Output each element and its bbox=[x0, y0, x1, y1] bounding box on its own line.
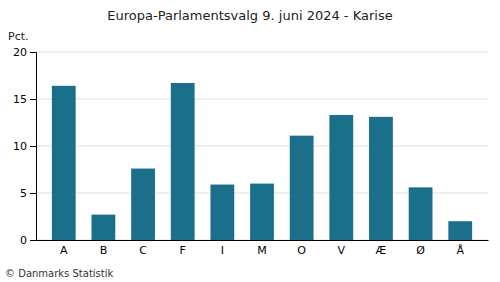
tick: I bbox=[221, 244, 224, 257]
tick: V bbox=[338, 244, 346, 257]
tick: Æ bbox=[376, 244, 387, 257]
bar bbox=[171, 83, 195, 240]
bar bbox=[250, 184, 274, 240]
tick: Å bbox=[456, 244, 464, 257]
bar bbox=[329, 115, 353, 240]
tick-label: F bbox=[180, 244, 186, 257]
tick: M bbox=[257, 244, 267, 257]
tick-mark bbox=[30, 52, 36, 53]
tick: 15 bbox=[13, 93, 36, 106]
tick-label: 0 bbox=[20, 234, 27, 247]
tick: Ø bbox=[416, 244, 425, 257]
tick: F bbox=[180, 244, 186, 257]
tick-label: M bbox=[257, 244, 267, 257]
y-axis-label: Pct. bbox=[8, 30, 29, 43]
tick-mark bbox=[30, 146, 36, 147]
tick: B bbox=[100, 244, 108, 257]
bar bbox=[92, 215, 116, 240]
tick: 5 bbox=[20, 187, 36, 200]
tick-label: A bbox=[60, 244, 68, 257]
tick: A bbox=[60, 244, 68, 257]
bar bbox=[369, 117, 393, 240]
bar bbox=[131, 169, 155, 240]
bar bbox=[448, 221, 472, 240]
bar bbox=[409, 187, 433, 240]
grid-line bbox=[36, 99, 488, 100]
tick-label: O bbox=[297, 244, 306, 257]
x-axis: ABCFIMOVÆØÅ bbox=[37, 241, 489, 257]
tick-label: Æ bbox=[376, 244, 387, 257]
tick-mark bbox=[30, 240, 36, 241]
tick: C bbox=[139, 244, 147, 257]
tick-mark bbox=[30, 193, 36, 194]
tick-label: I bbox=[221, 244, 224, 257]
footer: © Danmarks Statistik bbox=[5, 268, 114, 279]
tick-label: C bbox=[139, 244, 147, 257]
bar bbox=[52, 86, 76, 240]
y-axis: 0 5 10 15 20 bbox=[13, 46, 37, 247]
chart: Europa-Parlamentsvalg 9. juni 2024 - Kar… bbox=[0, 0, 500, 282]
tick-label: 5 bbox=[20, 187, 27, 200]
tick-label: 20 bbox=[13, 46, 27, 59]
tick-label: V bbox=[338, 244, 346, 257]
tick-label: B bbox=[100, 244, 108, 257]
tick-label: Å bbox=[456, 244, 464, 257]
bars bbox=[52, 83, 472, 240]
bar bbox=[290, 136, 314, 240]
plot: 0 5 10 15 20 A B C F I M O V Æ Ø Å bbox=[13, 46, 489, 257]
tick: 20 bbox=[13, 46, 36, 59]
tick-label: 15 bbox=[13, 93, 27, 106]
grid-line bbox=[36, 52, 488, 53]
tick: 0 bbox=[20, 234, 36, 247]
tick-label: 10 bbox=[13, 140, 27, 153]
axis-line bbox=[37, 240, 489, 241]
bar bbox=[210, 185, 234, 240]
title: Europa-Parlamentsvalg 9. juni 2024 - Kar… bbox=[107, 8, 392, 23]
axis-line bbox=[30, 53, 37, 241]
tick-mark bbox=[30, 99, 36, 100]
grid bbox=[36, 52, 488, 240]
tick: O bbox=[297, 244, 306, 257]
tick: 10 bbox=[13, 140, 36, 153]
tick-label: Ø bbox=[416, 244, 425, 257]
grid-line bbox=[36, 146, 488, 147]
